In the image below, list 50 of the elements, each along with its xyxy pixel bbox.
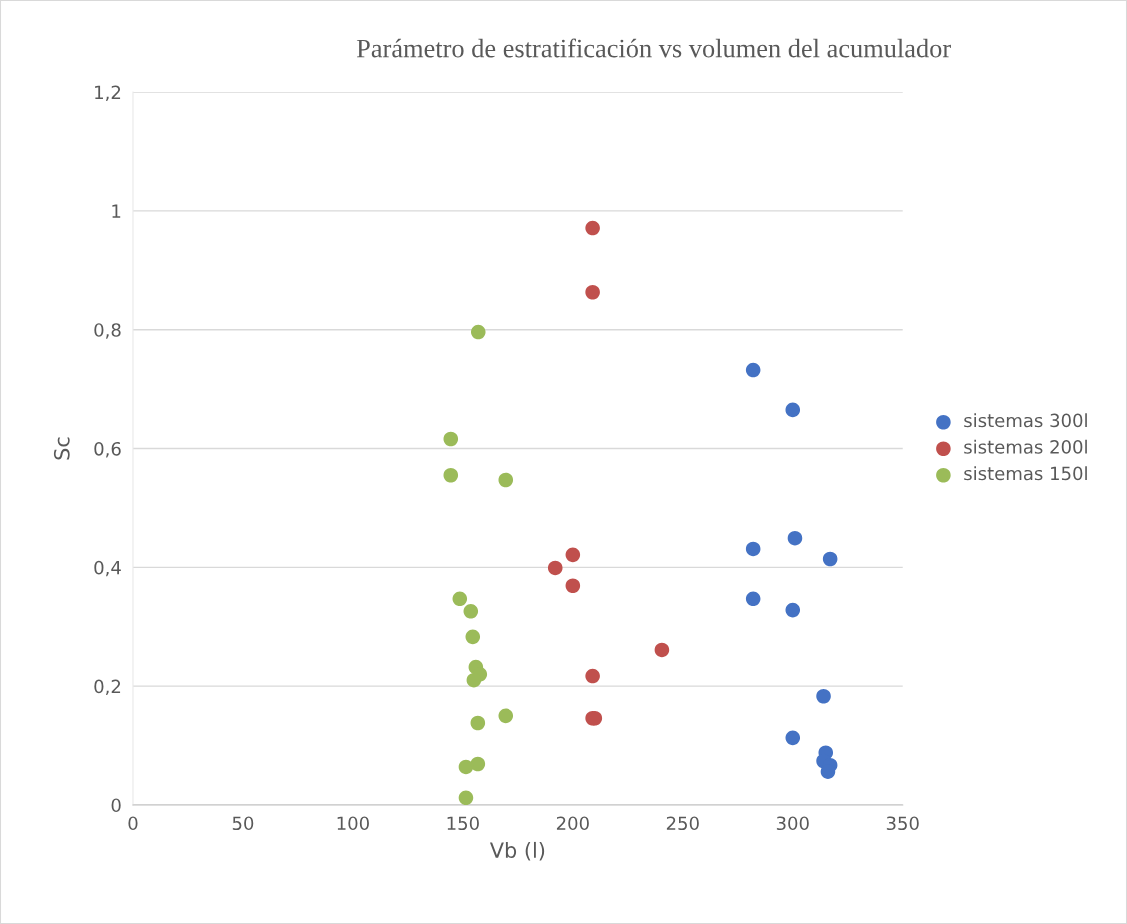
x-tick-label: 250 — [666, 816, 699, 831]
legend-label: sistemas 150l — [964, 466, 1087, 481]
point — [470, 756, 486, 772]
x-tick-label: 0 — [128, 816, 138, 831]
point — [787, 530, 803, 546]
point — [466, 672, 482, 688]
point — [565, 547, 581, 563]
y-tick-label: 0,2 — [94, 679, 121, 696]
point — [822, 551, 838, 567]
y-tick-label: 0,4 — [94, 560, 121, 577]
point — [443, 467, 459, 483]
point — [470, 324, 486, 340]
y-tick-label: 1 — [112, 204, 121, 218]
point — [443, 431, 459, 447]
point — [816, 688, 831, 704]
point — [452, 591, 468, 607]
y-axis-title: Sc — [53, 437, 70, 460]
x-tick-label: 150 — [447, 816, 479, 831]
point — [785, 730, 801, 746]
point — [585, 668, 600, 684]
x-tick-label: 100 — [337, 816, 369, 831]
chart-title: Parámetro de estratificación vs volumen del acumulador — [356, 38, 951, 58]
point — [470, 715, 486, 731]
point — [785, 402, 801, 418]
y-tick-label: 1,2 — [95, 85, 121, 101]
point — [785, 602, 801, 618]
point — [745, 362, 761, 378]
point — [745, 541, 761, 557]
x-tick-label: 350 — [886, 816, 919, 831]
point — [498, 708, 514, 724]
point — [458, 759, 474, 775]
y-tick-label: 0,8 — [94, 323, 121, 339]
point — [585, 284, 600, 300]
x-tick-label: 200 — [556, 816, 589, 831]
point — [585, 220, 600, 236]
legend-label: sistemas 200l — [964, 439, 1087, 454]
point — [498, 472, 514, 488]
y-tick-label: 0 — [111, 798, 121, 813]
point — [654, 642, 670, 658]
legend-label: sistemas 300l — [964, 413, 1087, 428]
point — [547, 560, 563, 576]
point — [463, 604, 479, 619]
x-axis-title: Vb (l) — [489, 841, 545, 861]
point — [745, 591, 761, 607]
y-tick-label: 0,6 — [94, 441, 121, 458]
x-tick-label: 50 — [232, 816, 254, 831]
x-tick-label: 300 — [776, 816, 809, 831]
point — [458, 790, 474, 805]
point — [565, 578, 581, 594]
point — [465, 629, 481, 645]
